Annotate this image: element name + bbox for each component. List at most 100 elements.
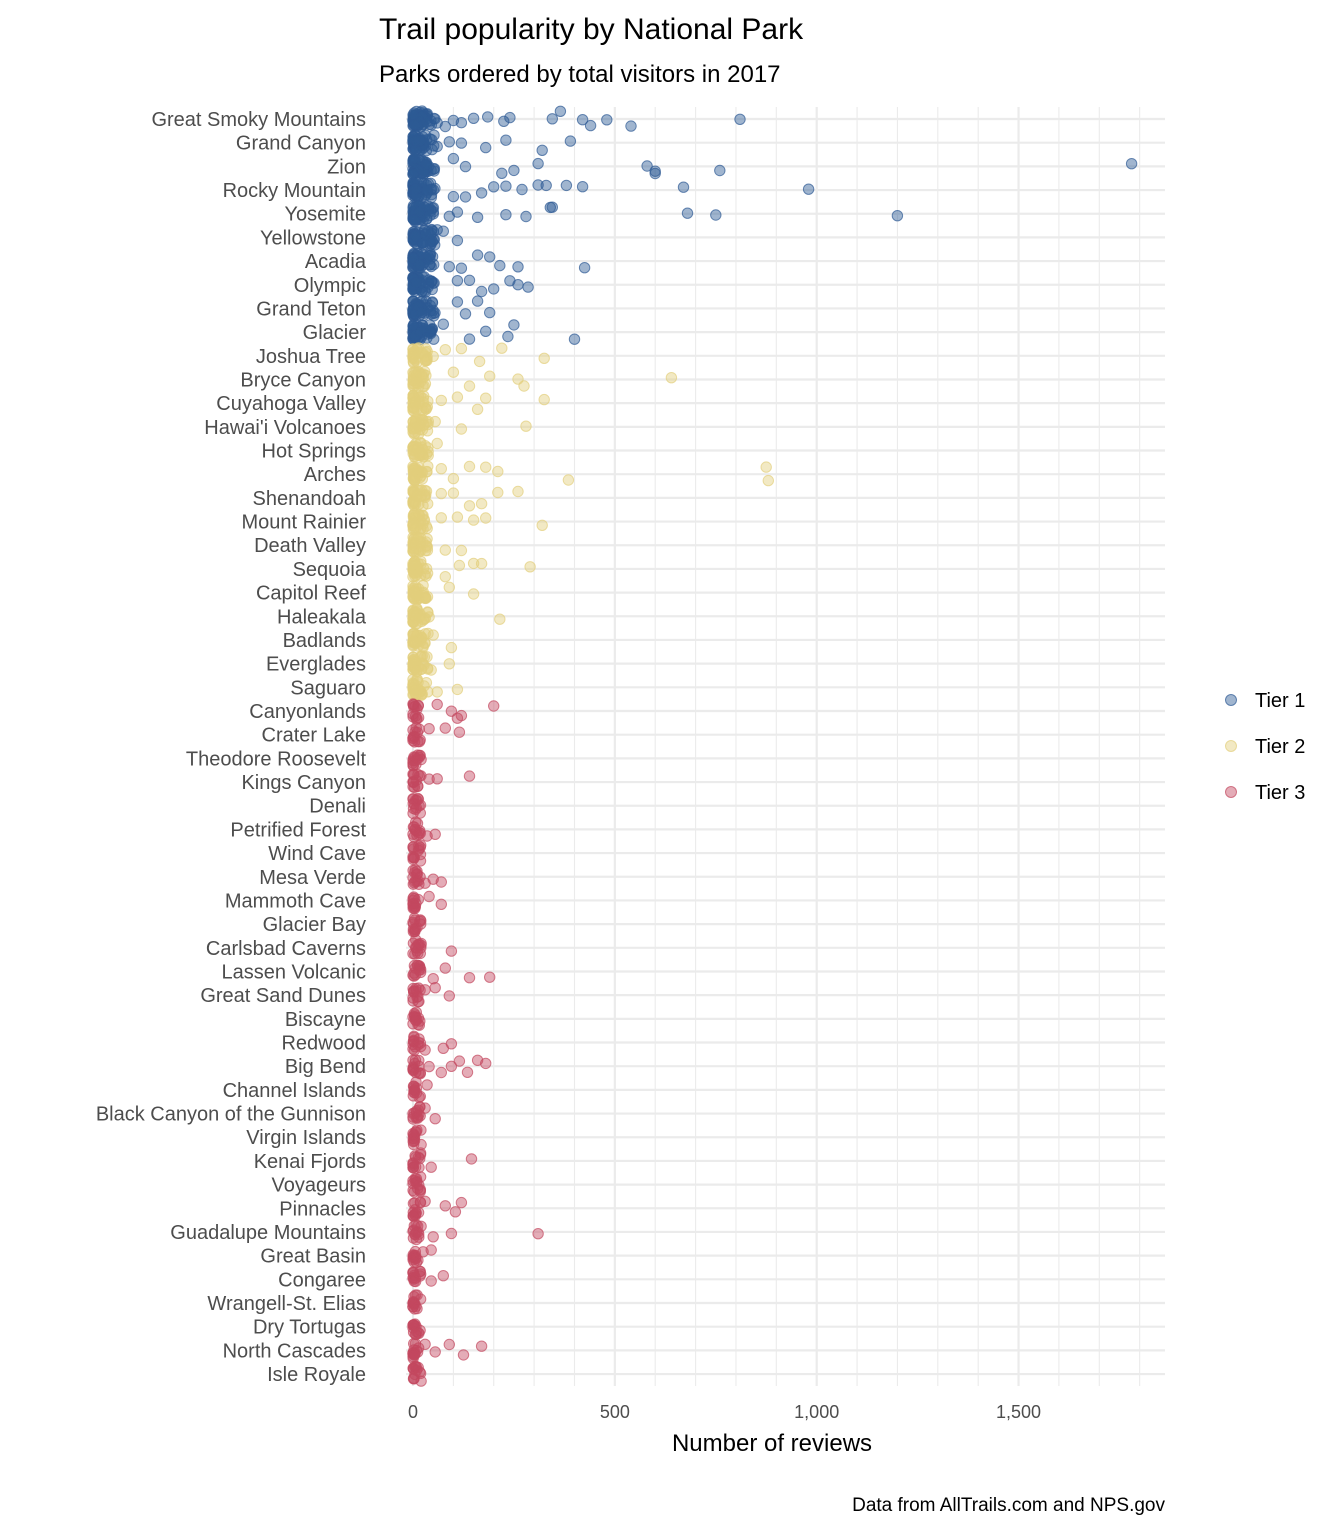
y-tick-label-big-bend: Big Bend — [285, 1056, 366, 1078]
data-point-petrified-forest — [421, 830, 433, 842]
data-point-joshua-tree — [439, 344, 451, 356]
data-point-sequoia — [421, 567, 434, 579]
y-tick-label-haleakala: Haleakala — [277, 606, 367, 628]
data-point-cuyahoga-valley — [421, 401, 433, 413]
data-point-grand-canyon — [500, 134, 512, 146]
data-point-north-cascades — [475, 1340, 488, 1352]
data-point-carlsbad-caverns — [445, 945, 458, 957]
y-tick-label-denali: Denali — [309, 796, 366, 818]
data-points — [407, 105, 1138, 1387]
data-point-biscayne — [413, 1019, 425, 1031]
data-point-great-smoky-mountains — [625, 120, 637, 132]
data-point-pinnacles — [407, 1206, 419, 1219]
chart-subtitle: Parks ordered by total visitors in 2017 — [379, 61, 781, 88]
data-point-grand-teton — [451, 296, 464, 308]
y-tick-label-congaree: Congaree — [278, 1269, 366, 1291]
data-point-shenandoah — [463, 500, 476, 512]
y-tick-label-mesa-verde: Mesa Verde — [259, 867, 366, 889]
data-point-virgin-islands — [407, 1127, 419, 1140]
data-point-saguaro — [451, 683, 464, 696]
data-point-pinnacles — [439, 1200, 451, 1212]
data-point-great-smoky-mountains — [734, 113, 746, 126]
data-point-capitol-reef — [408, 586, 421, 599]
data-point-kings-canyon — [463, 770, 476, 782]
data-point-joshua-tree — [427, 350, 439, 363]
data-point-cuyahoga-valley — [435, 394, 447, 407]
data-point-death-valley — [439, 544, 451, 556]
data-point-acadia — [578, 262, 591, 274]
data-point-great-smoky-mountains — [431, 117, 443, 129]
data-point-zion — [508, 164, 520, 177]
data-point-shenandoah — [492, 486, 504, 499]
data-point-olympic — [504, 275, 516, 287]
data-point-bryce-canyon — [463, 380, 476, 392]
data-point-bryce-canyon — [665, 372, 678, 384]
y-tick-label-great-smoky-mountains: Great Smoky Mountains — [151, 109, 366, 131]
data-point-olympic — [488, 283, 500, 295]
data-point-glacier — [424, 319, 436, 331]
data-point-redwood — [419, 1044, 431, 1056]
data-point-cuyahoga-valley — [471, 403, 484, 415]
data-point-capitol-reef — [467, 588, 480, 600]
data-point-lassen-volcanic — [408, 970, 420, 982]
y-tick-label-hot-springs: Hot Springs — [262, 441, 367, 463]
data-point-yosemite — [710, 209, 722, 221]
data-point-joshua-tree — [538, 352, 550, 364]
data-point-yosemite — [544, 201, 556, 214]
data-point-canyonlands — [488, 700, 500, 712]
y-tick-label-canyonlands: Canyonlands — [249, 701, 366, 723]
data-point-kenai-fjords — [465, 1153, 478, 1165]
legend-key-tier-1 — [1225, 694, 1237, 706]
data-point-arches — [447, 472, 460, 485]
data-point-rocky-mountain — [500, 180, 512, 192]
data-point-glacier — [421, 332, 433, 344]
y-tick-label-yellowstone: Yellowstone — [260, 227, 366, 249]
data-point-kings-canyon — [423, 773, 435, 785]
data-point-mount-rainier — [451, 511, 464, 523]
data-point-capitol-reef — [443, 581, 455, 593]
data-point-olympic — [451, 275, 464, 287]
data-point-grand-canyon — [407, 135, 419, 147]
data-point-yosemite — [408, 213, 420, 226]
data-point-rocky-mountain — [532, 179, 544, 191]
data-point-big-bend — [471, 1054, 484, 1067]
data-point-great-sand-dunes — [429, 982, 441, 994]
y-tick-label-kings-canyon: Kings Canyon — [241, 772, 366, 794]
data-point-haleakala — [494, 613, 506, 625]
data-point-virgin-islands — [415, 1138, 427, 1151]
data-point-redwood — [408, 1031, 420, 1044]
y-tick-label-redwood: Redwood — [281, 1033, 366, 1055]
data-point-black-canyon-of-the-gunnison — [429, 1113, 441, 1125]
data-point-glacier — [508, 319, 520, 331]
data-point-yosemite — [408, 214, 421, 226]
data-point-canyonlands — [445, 705, 458, 717]
data-point-rocky-mountain — [410, 183, 422, 195]
y-tick-label-great-sand-dunes: Great Sand Dunes — [200, 985, 366, 1007]
y-tick-label-black-canyon-of-the-gunnison: Black Canyon of the Gunnison — [96, 1104, 366, 1126]
data-point-north-cascades — [429, 1346, 441, 1358]
data-point-great-basin — [417, 1246, 429, 1258]
y-tick-label-yosemite: Yosemite — [284, 204, 366, 226]
data-point-rocky-mountain — [447, 190, 460, 203]
y-tick-label-capitol-reef: Capitol Reef — [256, 583, 367, 605]
data-point-grand-canyon — [428, 129, 440, 141]
y-tick-label-saguaro: Saguaro — [290, 677, 366, 699]
data-point-mount-rainier — [407, 517, 419, 529]
data-point-lassen-volcanic — [439, 962, 451, 974]
chart-caption: Data from AllTrails.com and NPS.gov — [852, 1495, 1165, 1516]
data-point-congaree — [407, 1266, 419, 1278]
data-point-big-bend — [423, 1060, 435, 1073]
data-point-great-smoky-mountains — [554, 105, 567, 118]
y-tick-label-olympic: Olympic — [294, 275, 366, 297]
data-point-black-canyon-of-the-gunnison — [412, 1112, 424, 1124]
data-point-big-bend — [407, 1054, 419, 1067]
data-point-carlsbad-caverns — [407, 947, 419, 960]
y-tick-label-voyageurs: Voyageurs — [271, 1175, 366, 1197]
data-point-acadia — [455, 262, 468, 274]
data-point-zion — [447, 152, 460, 165]
data-point-hawai-i-volcanoes — [520, 420, 532, 432]
data-point-glacier-bay — [411, 921, 423, 934]
y-tick-label-mammoth-cave: Mammoth Cave — [225, 890, 366, 912]
data-point-big-bend — [435, 1066, 447, 1079]
data-point-great-sand-dunes — [419, 984, 431, 996]
